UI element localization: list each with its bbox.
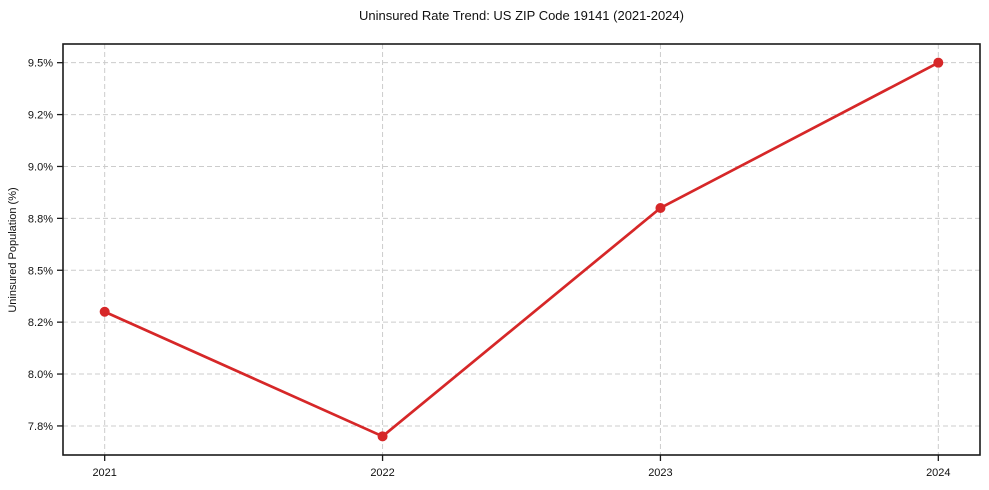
data-point (933, 57, 944, 68)
y-tick-label: 7.8% (28, 421, 53, 433)
data-point (655, 202, 666, 213)
x-tick-label: 2023 (648, 467, 672, 479)
x-tick-label: 2024 (926, 467, 950, 479)
y-tick-label: 8.5% (28, 265, 53, 277)
plot-border (62, 43, 981, 456)
x-tick-label: 2022 (370, 467, 394, 479)
y-tick-label: 8.8% (28, 213, 53, 225)
y-tick-label: 9.5% (28, 58, 53, 70)
y-tick-label: 9.2% (28, 110, 53, 122)
chart-title: Uninsured Rate Trend: US ZIP Code 19141 … (359, 8, 684, 23)
y-tick-label: 9.0% (28, 161, 53, 173)
y-tick-label: 8.2% (28, 317, 53, 329)
data-point (377, 431, 388, 442)
data-point (99, 306, 110, 317)
trend-line (103, 61, 940, 438)
y-tick-label: 8.0% (28, 369, 53, 381)
x-tick-label: 2021 (92, 467, 116, 479)
